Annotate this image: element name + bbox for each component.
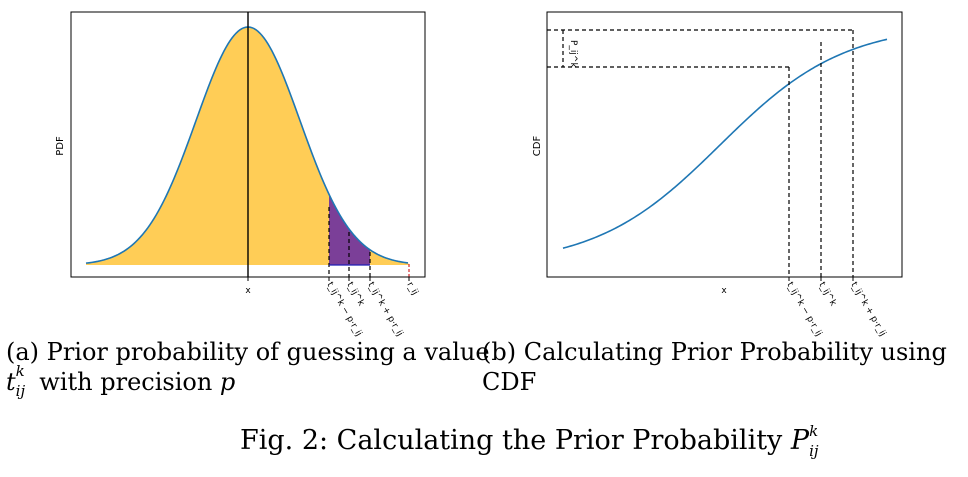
cdf-ylabel: CDF: [532, 136, 543, 157]
caption-a-line1: (a) Prior probability of guessing a valu…: [6, 338, 490, 366]
figure-caption-sub: ij: [809, 442, 819, 460]
caption-a: (a) Prior probability of guessing a valu…: [6, 337, 490, 400]
caption-b-line1: (b) Calculating Prior Probability using: [482, 338, 947, 366]
cdf-xlabel: x: [721, 286, 727, 296]
cdf-plot: CDF x P_ij^k t_ij^k − p·r_ij t_ij^k t_ij…: [532, 11, 903, 339]
pdf-curve: [85, 26, 409, 264]
cdf-tick-label-upper: t_ij^k + p·r_ij: [848, 281, 887, 339]
pdf-plot: PDF x t_ij^k − p·r_ij t_ij^k t_ij^k + p·…: [55, 11, 426, 339]
cdf-tick-label-lower: t_ij^k − p·r_ij: [784, 281, 823, 339]
caption-a-sup: k: [15, 362, 25, 380]
caption-a-p: p: [219, 368, 236, 396]
figure-caption-var: P: [790, 425, 810, 456]
cdf-curve: [562, 38, 888, 249]
caption-a-line2: t k ij with precision p: [6, 362, 490, 400]
figure-caption-sup: k: [809, 422, 819, 440]
pdf-xlabel: x: [245, 286, 251, 296]
cdf-axes-frame: [546, 11, 903, 278]
caption-b-line2: CDF: [482, 368, 537, 396]
figure-caption: Fig. 2: Calculating the Prior Probabilit…: [240, 422, 825, 460]
bracket-label: P_ij^k: [568, 40, 578, 68]
pdf-ylabel: PDF: [55, 136, 66, 156]
caption-a-rest: with precision: [31, 368, 220, 396]
tick-label-upper: t_ij^k + p·r_ij: [365, 281, 404, 339]
caption-a-sub: ij: [15, 382, 26, 400]
figure-caption-text: Fig. 2: Calculating the Prior Probabilit…: [240, 425, 791, 456]
tick-label-range: r_ij: [404, 281, 419, 297]
caption-a-var: t: [6, 368, 16, 396]
cdf-tick-label-value: t_ij^k: [816, 281, 838, 309]
caption-b: (b) Calculating Prior Probability using …: [482, 337, 947, 397]
